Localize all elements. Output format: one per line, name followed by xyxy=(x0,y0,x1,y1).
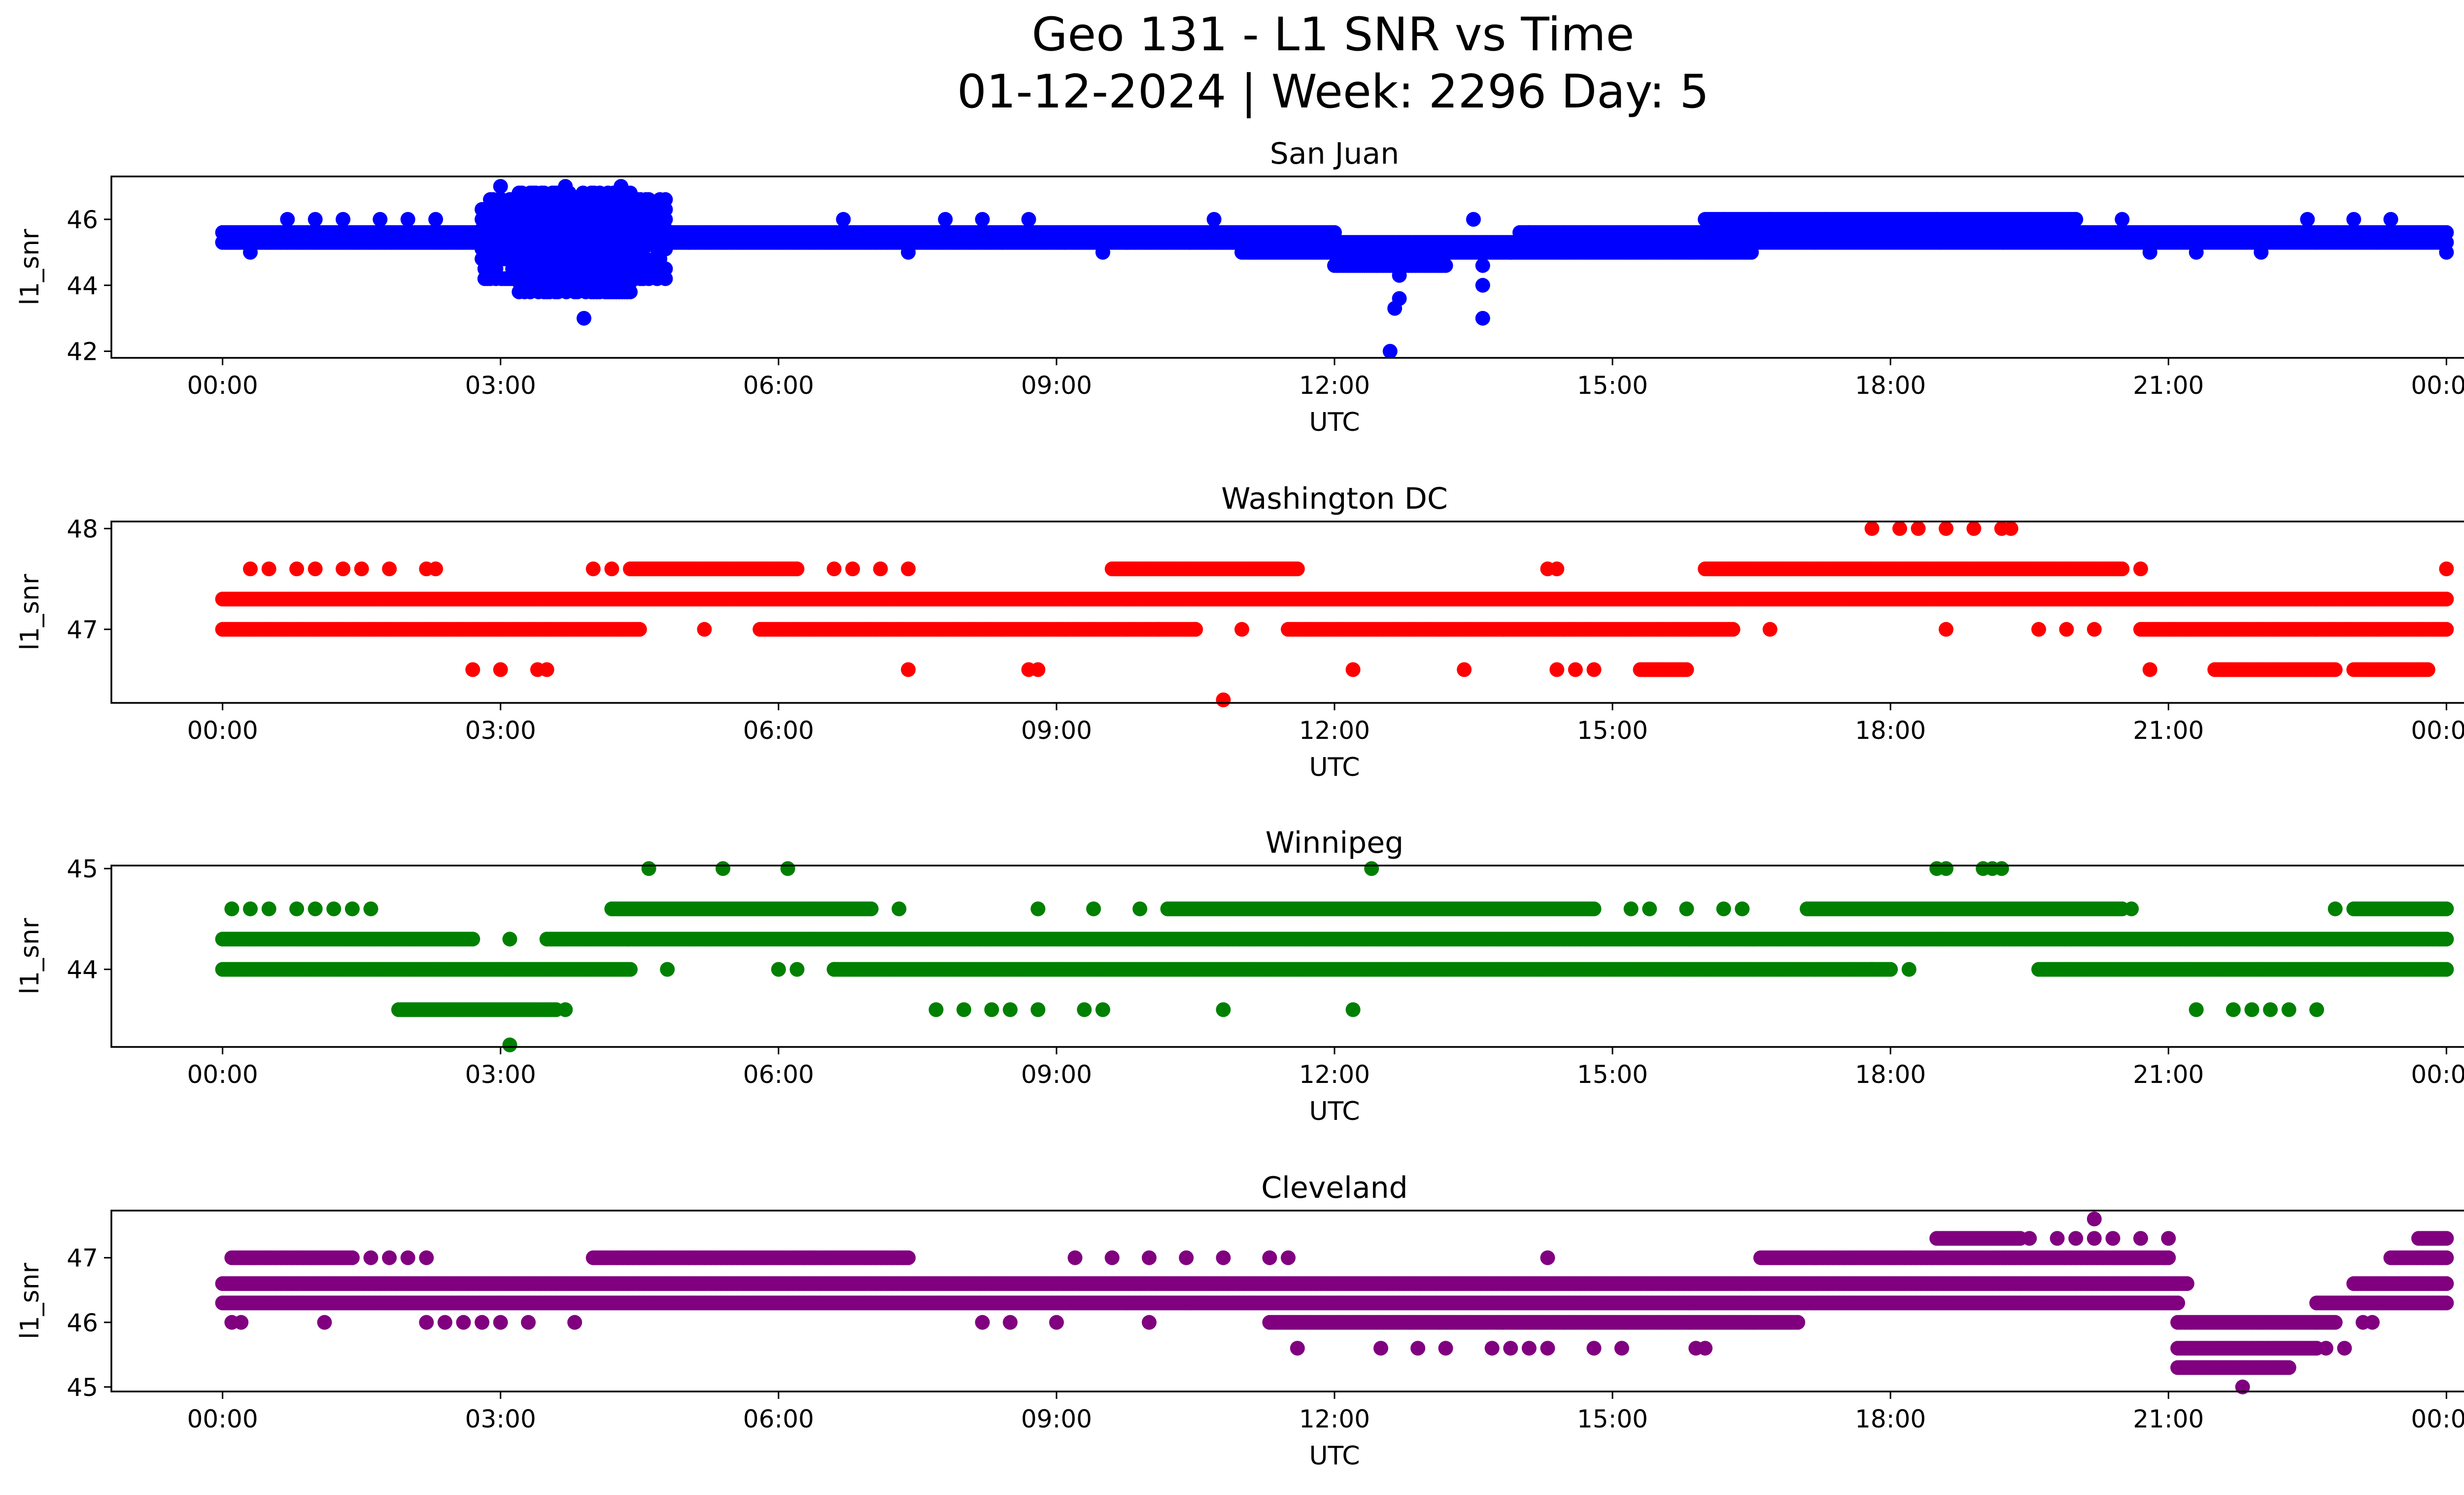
data-point xyxy=(2189,244,2204,260)
data-point xyxy=(938,212,953,227)
figure-title-line-1: Geo 131 - L1 SNR vs Time xyxy=(1032,8,1635,62)
data-point xyxy=(1475,278,1490,293)
y-tick-label: 42 xyxy=(67,338,98,366)
data-point xyxy=(2115,212,2130,227)
data-point xyxy=(2254,244,2269,260)
data-point xyxy=(280,212,295,227)
x-tick-label: 18:00 xyxy=(1855,371,1926,400)
data-point xyxy=(2383,212,2398,227)
y-tick-label: 46 xyxy=(67,206,98,234)
data-point xyxy=(658,192,673,207)
data-point xyxy=(632,622,647,637)
data-point xyxy=(1021,212,1036,227)
data-point xyxy=(428,212,444,227)
data-points xyxy=(215,179,2454,359)
data-point xyxy=(2439,591,2454,607)
data-point xyxy=(1762,212,1778,227)
data-point xyxy=(243,244,258,260)
panels: San Juan 00:00 03:00 06:00 09:00 12:00 15:00 18… xyxy=(15,137,2464,1471)
data-point xyxy=(623,205,638,220)
data-point xyxy=(1206,212,1222,227)
data-point xyxy=(617,235,632,250)
data-point xyxy=(577,311,591,326)
data-point xyxy=(2439,244,2454,260)
x-tick-label: 21:00 xyxy=(2133,371,2204,400)
y-tick-label: 44 xyxy=(67,272,98,300)
data-point xyxy=(373,212,388,227)
data-point xyxy=(1475,258,1490,273)
data-point xyxy=(1725,622,1741,637)
x-tick-label: 03:00 xyxy=(465,371,536,400)
data-point xyxy=(1929,212,1945,227)
data-point xyxy=(1438,258,1453,273)
data-point xyxy=(1475,311,1490,326)
data-point xyxy=(493,179,508,194)
x-tick-label: 15:00 xyxy=(1577,371,1648,400)
data-point xyxy=(2142,244,2157,260)
data-point xyxy=(1521,225,1537,240)
x-tick-label: 09:00 xyxy=(1021,371,1092,400)
data-point xyxy=(614,179,629,194)
data-point xyxy=(308,212,323,227)
data-point xyxy=(623,265,638,279)
data-point xyxy=(2022,212,2037,227)
data-point xyxy=(2346,212,2361,227)
data-point xyxy=(1382,344,1398,359)
data-point xyxy=(1392,268,1407,283)
data-point xyxy=(658,261,673,277)
data-point xyxy=(836,212,851,227)
data-point xyxy=(2439,225,2454,240)
data-point xyxy=(901,244,916,260)
data-point xyxy=(400,212,415,227)
data-point xyxy=(1744,244,1759,260)
y-axis-label: l1_snr xyxy=(15,229,45,306)
data-point xyxy=(1466,212,1481,227)
data-point xyxy=(1095,244,1110,260)
panel-0: San Juan 00:00 03:00 06:00 09:00 12:00 15:00 18… xyxy=(15,137,2464,437)
x-tick-label: 12:00 xyxy=(1299,371,1370,400)
data-point xyxy=(1392,291,1407,306)
data-point xyxy=(1503,244,1518,260)
data-point xyxy=(1234,235,1249,250)
data-point xyxy=(1818,212,1833,227)
data-point xyxy=(1716,212,1731,227)
data-point xyxy=(2300,212,2315,227)
data-point xyxy=(558,179,573,194)
x-tick-label: 06:00 xyxy=(743,371,814,400)
panel-title: Washington DC xyxy=(1221,482,1448,516)
x-tick-label: 00:00 xyxy=(187,371,258,400)
data-point xyxy=(2068,212,2084,227)
figure-title-line-2: 01-12-2024 | Week: 2296 Day: 5 xyxy=(957,65,1709,119)
x-axis-label: UTC xyxy=(1309,408,1360,437)
x-tick-label: 00:00 xyxy=(2411,371,2464,400)
data-point xyxy=(1327,225,1342,240)
data-point xyxy=(336,212,351,227)
data-point xyxy=(975,212,990,227)
panel-title: San Juan xyxy=(1270,137,1399,171)
